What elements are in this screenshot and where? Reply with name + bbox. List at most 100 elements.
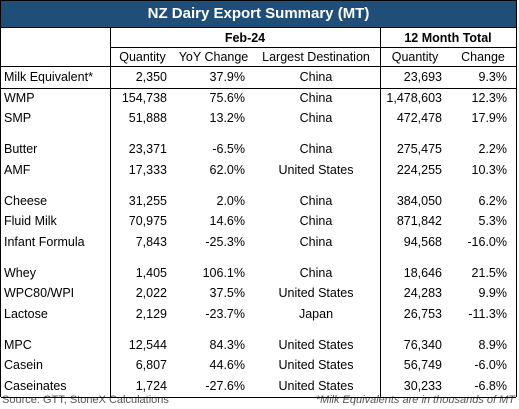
table-cell: 12.3%: [471, 90, 507, 105]
row-label: MPC: [4, 337, 32, 352]
table-cell: China: [299, 214, 333, 228]
row-label: SMP: [4, 111, 32, 125]
border: [1, 66, 516, 67]
table-cell: 12,544: [128, 337, 167, 352]
border: [1, 27, 516, 28]
row-label: WMP: [4, 90, 35, 105]
table-cell: 10.3%: [471, 162, 507, 177]
table-cell: 6.2%: [478, 193, 508, 208]
table-cell: 23,693: [403, 70, 442, 84]
table-cell: 2,129: [135, 306, 167, 321]
column-header: YoY Change: [178, 50, 249, 64]
border: [110, 27, 111, 397]
table-cell: 26,753: [403, 306, 442, 321]
column-header: Change: [461, 50, 505, 64]
table-cell: 70,975: [128, 214, 167, 228]
table-cell: China: [299, 234, 333, 249]
table-cell: 275,475: [396, 142, 442, 156]
table-cell: 94,568: [403, 234, 442, 249]
group-header: 12 Month Total: [404, 31, 492, 45]
table-cell: 9.9%: [478, 286, 508, 300]
table-cell: China: [299, 193, 333, 208]
table-cell: 472,478: [396, 111, 442, 125]
table-cell: 37.5%: [209, 286, 245, 300]
table-cell: 5.3%: [478, 214, 508, 228]
row-label: Milk Equivalent*: [4, 70, 93, 84]
border: [1, 88, 516, 89]
row-label: Cheese: [4, 193, 48, 208]
row-label: Caseinates: [4, 378, 67, 393]
table-cell: China: [299, 142, 333, 156]
row-label: Whey: [4, 265, 36, 280]
table-cell: United States: [278, 162, 354, 177]
table-cell: 384,050: [396, 193, 442, 208]
row-label: Lactose: [4, 306, 48, 321]
table-cell: 2.2%: [478, 142, 508, 156]
column-header: Quantity: [391, 50, 439, 64]
table-cell: -6.0%: [474, 358, 507, 372]
row-label: WPC80/WPI: [4, 286, 75, 300]
table-cell: 23,371: [128, 142, 167, 156]
table-cell: 84.3%: [209, 337, 245, 352]
table-cell: 17.9%: [471, 111, 507, 125]
column-header: Largest Destination: [262, 50, 370, 64]
border: [1, 0, 516, 1]
table-cell: 30,233: [403, 378, 442, 393]
column-header: Quantity: [119, 50, 166, 64]
table-cell: 31,255: [128, 193, 167, 208]
table-cell: 14.6%: [209, 214, 245, 228]
table-cell: 8.9%: [478, 337, 508, 352]
table-cell: China: [299, 111, 333, 125]
table-cell: United States: [278, 378, 354, 393]
table-cell: 13.2%: [209, 111, 245, 125]
border: [380, 27, 381, 397]
table-title: NZ Dairy Export Summary (MT): [1, 1, 516, 27]
table-cell: 6,807: [135, 358, 167, 372]
table-cell: 76,340: [403, 337, 442, 352]
table-cell: 1,724: [135, 378, 167, 393]
table-cell: 51,888: [128, 111, 167, 125]
table-cell: 44.6%: [209, 358, 245, 372]
border: [110, 47, 516, 48]
table-cell: Japan: [298, 306, 334, 321]
table-cell: United States: [278, 358, 354, 372]
table-cell: 37.9%: [209, 70, 245, 84]
table-cell: 871,842: [396, 214, 442, 228]
table-cell: 56,749: [403, 358, 442, 372]
table-cell: China: [299, 70, 333, 84]
group-header: Feb-24: [224, 31, 266, 45]
border: [516, 0, 517, 397]
table-cell: 18,646: [403, 265, 442, 280]
table-cell: 17,333: [128, 162, 167, 177]
table-cell: 106.1%: [202, 265, 245, 280]
table-cell: 224,255: [396, 162, 442, 177]
row-label: AMF: [4, 162, 31, 177]
table-cell: -16.0%: [467, 234, 507, 249]
table-cell: 154,738: [121, 90, 167, 105]
row-label: Infant Formula: [4, 234, 85, 249]
table-cell: 21.5%: [471, 265, 507, 280]
table-cell: China: [299, 90, 333, 105]
table-cell: -6.8%: [474, 378, 507, 393]
row-label: Casein: [4, 358, 43, 372]
border: [1, 397, 516, 398]
table-cell: 2,022: [135, 286, 167, 300]
table-cell: -6.5%: [212, 142, 245, 156]
row-label: Fluid Milk: [4, 214, 57, 228]
table-cell: -27.6%: [205, 378, 245, 393]
table-cell: 1,478,603: [386, 90, 442, 105]
table-cell: 7,843: [135, 234, 167, 249]
table-cell: -25.3%: [205, 234, 245, 249]
table-cell: 2,350: [135, 70, 167, 84]
border: [0, 0, 1, 397]
table-cell: United States: [278, 286, 354, 300]
table-cell: -11.3%: [468, 306, 507, 321]
table-cell: -23.7%: [205, 306, 245, 321]
table-cell: United States: [278, 337, 354, 352]
table-cell: 2.0%: [216, 193, 246, 208]
table-cell: 75.6%: [209, 90, 245, 105]
table-cell: China: [299, 265, 333, 280]
table-cell: 62.0%: [209, 162, 245, 177]
row-label: Butter: [4, 142, 38, 156]
